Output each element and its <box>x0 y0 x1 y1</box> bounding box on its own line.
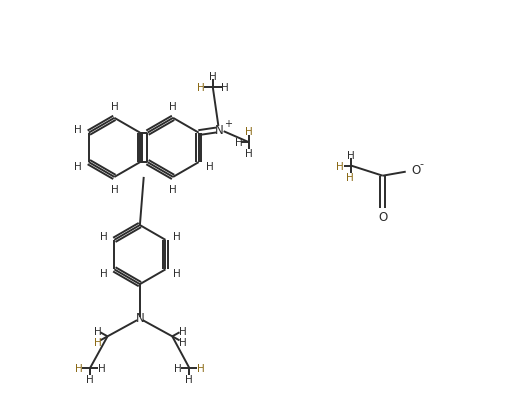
Text: O: O <box>411 164 421 177</box>
Text: +: + <box>225 118 233 128</box>
Text: H: H <box>185 374 193 384</box>
Text: H: H <box>111 185 118 194</box>
Text: H: H <box>336 161 344 171</box>
Text: H: H <box>178 337 186 347</box>
Text: H: H <box>169 185 177 194</box>
Text: H: H <box>221 83 229 92</box>
Text: H: H <box>98 363 105 373</box>
Text: H: H <box>75 363 83 373</box>
Text: H: H <box>173 269 180 279</box>
Text: H: H <box>235 138 242 148</box>
Text: N: N <box>136 311 144 324</box>
Text: H: H <box>346 172 354 182</box>
Text: N: N <box>215 124 224 137</box>
Text: H: H <box>100 231 107 241</box>
Text: H: H <box>245 127 252 137</box>
Text: H: H <box>209 72 216 81</box>
Text: H: H <box>245 149 252 159</box>
Text: H: H <box>197 83 204 92</box>
Text: H: H <box>100 269 107 279</box>
Text: H: H <box>111 101 118 111</box>
Text: H: H <box>173 231 180 241</box>
Text: H: H <box>197 363 204 373</box>
Text: H: H <box>206 162 213 172</box>
Text: H: H <box>178 326 186 336</box>
Text: H: H <box>93 337 101 347</box>
Text: H: H <box>174 363 182 373</box>
Text: O: O <box>378 211 387 224</box>
Text: -: - <box>419 159 423 169</box>
Text: H: H <box>86 374 94 384</box>
Text: H: H <box>93 326 101 336</box>
Text: H: H <box>347 150 355 160</box>
Text: H: H <box>169 101 177 111</box>
Text: H: H <box>74 162 82 172</box>
Text: H: H <box>74 124 82 134</box>
